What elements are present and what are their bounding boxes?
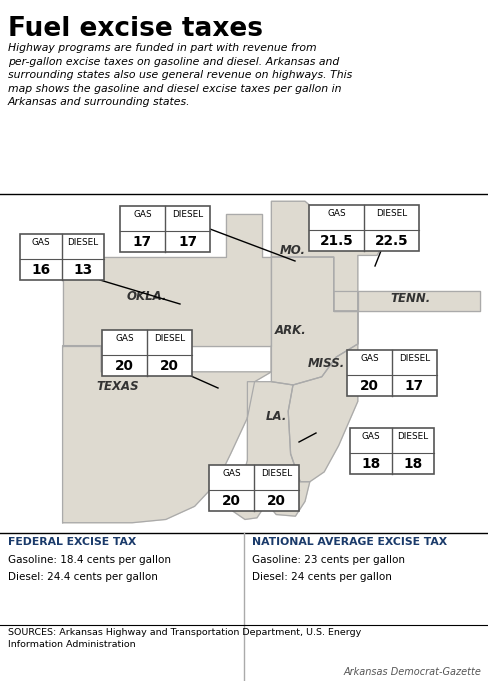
Text: ARK.: ARK. bbox=[274, 324, 306, 337]
Text: DIESEL: DIESEL bbox=[172, 210, 203, 219]
Text: MO.: MO. bbox=[280, 244, 305, 257]
Bar bbox=[102, 330, 192, 376]
Bar bbox=[349, 428, 433, 474]
Bar bbox=[120, 206, 209, 252]
Text: 20: 20 bbox=[160, 359, 179, 373]
Text: Fuel excise taxes: Fuel excise taxes bbox=[8, 16, 263, 42]
Text: 20: 20 bbox=[359, 379, 378, 393]
Polygon shape bbox=[271, 257, 357, 385]
Text: Gasoline: 18.4 cents per gallon: Gasoline: 18.4 cents per gallon bbox=[8, 555, 171, 565]
Polygon shape bbox=[62, 345, 271, 523]
Text: DIESEL: DIESEL bbox=[154, 334, 184, 343]
Text: DIESEL: DIESEL bbox=[397, 432, 427, 441]
Text: 13: 13 bbox=[73, 263, 92, 277]
Text: DIESEL: DIESEL bbox=[261, 469, 291, 478]
Polygon shape bbox=[271, 202, 384, 311]
Text: FEDERAL EXCISE TAX: FEDERAL EXCISE TAX bbox=[8, 537, 136, 547]
Polygon shape bbox=[333, 291, 479, 311]
Text: Diesel: 24 cents per gallon: Diesel: 24 cents per gallon bbox=[251, 572, 391, 582]
Polygon shape bbox=[62, 215, 271, 345]
Polygon shape bbox=[232, 381, 309, 520]
Text: GAS: GAS bbox=[32, 238, 50, 247]
Text: 20: 20 bbox=[115, 359, 134, 373]
Text: NATIONAL AVERAGE EXCISE TAX: NATIONAL AVERAGE EXCISE TAX bbox=[251, 537, 446, 547]
Text: GAS: GAS bbox=[361, 432, 380, 441]
Text: DIESEL: DIESEL bbox=[398, 354, 429, 363]
Text: Diesel: 24.4 cents per gallon: Diesel: 24.4 cents per gallon bbox=[8, 572, 158, 582]
Text: 18: 18 bbox=[403, 457, 422, 471]
Text: TEXAS: TEXAS bbox=[96, 380, 139, 393]
Text: Highway programs are funded in part with revenue from
per-gallon excise taxes on: Highway programs are funded in part with… bbox=[8, 43, 351, 108]
Text: GAS: GAS bbox=[222, 469, 240, 478]
Text: 20: 20 bbox=[222, 494, 241, 508]
Text: TENN.: TENN. bbox=[390, 291, 430, 304]
Text: GAS: GAS bbox=[360, 354, 378, 363]
Bar bbox=[346, 350, 436, 396]
Text: 21.5: 21.5 bbox=[319, 234, 353, 248]
Text: DIESEL: DIESEL bbox=[67, 238, 99, 247]
Bar bbox=[20, 234, 104, 280]
Text: Arkansas Democrat-Gazette: Arkansas Democrat-Gazette bbox=[343, 667, 480, 677]
Text: 16: 16 bbox=[31, 263, 50, 277]
Text: SOURCES: Arkansas Highway and Transportation Department, U.S. Energy
Information: SOURCES: Arkansas Highway and Transporta… bbox=[8, 628, 361, 649]
Bar bbox=[308, 205, 418, 251]
Text: OKLA.: OKLA. bbox=[126, 290, 166, 303]
Polygon shape bbox=[287, 291, 357, 481]
Text: LA.: LA. bbox=[265, 409, 286, 423]
Text: DIESEL: DIESEL bbox=[375, 209, 406, 218]
Text: 17: 17 bbox=[404, 379, 423, 393]
Text: Gasoline: 23 cents per gallon: Gasoline: 23 cents per gallon bbox=[251, 555, 404, 565]
Text: 22.5: 22.5 bbox=[374, 234, 407, 248]
Text: 20: 20 bbox=[266, 494, 285, 508]
Text: 17: 17 bbox=[178, 235, 197, 249]
Text: GAS: GAS bbox=[115, 334, 134, 343]
Text: 17: 17 bbox=[133, 235, 152, 249]
Text: 18: 18 bbox=[361, 457, 380, 471]
Bar bbox=[208, 465, 298, 511]
Text: GAS: GAS bbox=[133, 210, 151, 219]
Text: MISS.: MISS. bbox=[307, 357, 345, 370]
Text: GAS: GAS bbox=[326, 209, 345, 218]
